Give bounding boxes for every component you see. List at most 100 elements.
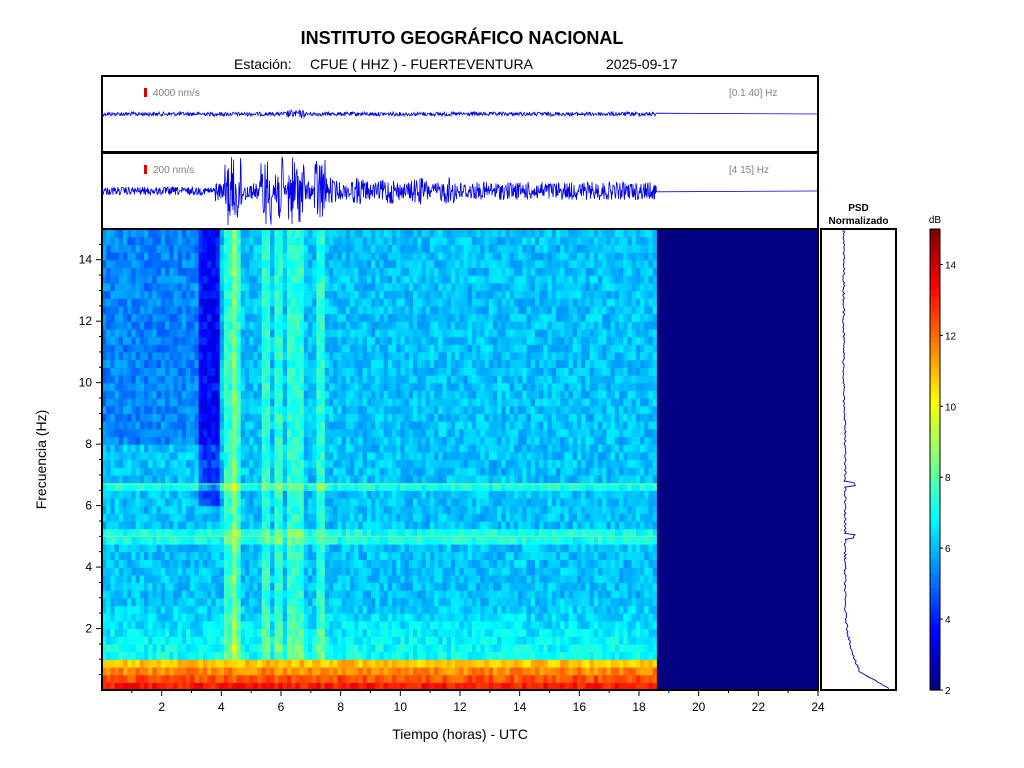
spectrogram-cell — [118, 374, 124, 384]
spectrogram-cell — [333, 528, 339, 537]
spectrogram-cell — [139, 344, 145, 353]
spectrogram-cell — [366, 275, 372, 284]
spectrogram-cell — [173, 620, 179, 630]
spectrogram-cell — [337, 582, 343, 591]
spectrogram-cell — [383, 620, 389, 630]
spectrogram-cell — [244, 359, 250, 368]
spectrogram-cell — [194, 497, 200, 507]
spectrogram-cell — [156, 582, 162, 591]
spectrogram-cell — [135, 574, 141, 584]
spectrogram-cell — [198, 444, 204, 453]
spectrogram-cell — [118, 405, 124, 414]
spectrogram-cell — [139, 536, 145, 545]
spectrogram-cell — [131, 398, 137, 407]
spectrogram-cell — [316, 467, 322, 476]
spectrogram-cell — [202, 252, 208, 261]
spectrogram-cell — [413, 505, 418, 514]
spectrogram-cell — [148, 459, 154, 468]
spectrogram-cell — [387, 520, 393, 530]
spectrogram-cell — [144, 252, 149, 261]
spectrogram-cell — [286, 259, 292, 269]
spectrogram-cell — [165, 298, 170, 307]
spectrogram-cell — [387, 536, 393, 545]
spectrogram-cell — [303, 321, 309, 330]
spectrogram-cell — [131, 344, 137, 353]
spectrogram-cell — [375, 413, 381, 422]
spectrogram-cell — [261, 436, 267, 445]
spectrogram-cell — [173, 505, 179, 514]
spectrogram-cell — [429, 298, 435, 307]
spectrogram-cell — [236, 344, 242, 353]
spectrogram-cell — [371, 597, 376, 607]
spectrogram-cell — [194, 344, 200, 353]
spectrogram-cell — [291, 636, 296, 645]
spectrogram-cell — [421, 413, 427, 422]
spectrogram-cell — [362, 305, 368, 315]
spectrogram-cell — [434, 605, 439, 614]
spectrogram-cell — [333, 467, 339, 476]
spectrogram-cell — [366, 613, 372, 622]
spectrogram-cell — [408, 390, 414, 399]
spectrogram-cell — [236, 590, 242, 599]
spectrogram-cell — [173, 659, 179, 668]
spectrogram-cell — [396, 436, 402, 445]
spectrogram-cell — [392, 229, 397, 238]
spectrogram-cell — [207, 451, 212, 461]
spectrogram-cell — [102, 520, 107, 530]
spectrogram-cell — [240, 597, 246, 607]
spectrogram-cell — [434, 474, 439, 484]
spectrogram-cell — [307, 674, 313, 683]
spectrogram-cell — [333, 551, 339, 560]
spectrogram-cell — [190, 290, 196, 299]
spectrogram-cell — [249, 513, 254, 522]
spectrogram-cell — [274, 567, 280, 576]
spectrogram-cell — [265, 674, 271, 683]
spectrogram-cell — [392, 643, 397, 653]
spectrogram-cell — [265, 367, 271, 376]
spectrogram-cell — [169, 651, 175, 660]
spectrogram-cell — [392, 536, 397, 545]
spectrogram-cell — [223, 567, 229, 576]
spectrogram-cell — [194, 474, 200, 484]
spectrogram-cell — [156, 536, 162, 545]
spectrogram-cell — [446, 328, 452, 338]
spectrogram-cell — [375, 282, 381, 292]
spectrogram-cell — [152, 298, 158, 307]
spectrogram-cell — [341, 436, 347, 445]
spectrogram-cell — [244, 267, 250, 276]
spectrogram-cell — [379, 666, 385, 676]
spectrogram-cell — [387, 451, 393, 461]
spectrogram-cell — [270, 374, 275, 384]
spectrogram-cell — [190, 674, 196, 683]
spectrogram-cell — [286, 520, 292, 530]
spectrogram-cell — [333, 620, 339, 630]
spectrogram-cell — [202, 359, 208, 368]
spectrogram-cell — [354, 374, 360, 384]
spectrogram-cell — [139, 659, 145, 668]
spectrogram-cell — [139, 428, 145, 438]
spectrogram-cell — [198, 559, 204, 568]
spectrogram-cell — [295, 544, 301, 553]
spectrogram-cell — [295, 590, 301, 599]
spectrogram-cell — [341, 682, 347, 691]
spectrogram-cell — [177, 267, 183, 276]
spectrogram-cell — [240, 482, 246, 491]
spectrogram-cell — [127, 290, 133, 299]
spectrogram-cell — [215, 651, 221, 660]
spectrogram-cell — [190, 444, 196, 453]
spectrogram-cell — [354, 682, 360, 691]
spectrogram-cell — [211, 490, 217, 499]
spectrogram-cell — [177, 643, 183, 653]
spectrogram-cell — [274, 513, 280, 522]
spectrogram-cell — [181, 405, 187, 414]
spectrogram-cell — [177, 275, 183, 284]
spectrogram-cell — [413, 643, 418, 653]
spectrogram-cell — [102, 259, 107, 269]
spectrogram-cell — [148, 444, 154, 453]
spectrogram-cell — [358, 328, 364, 338]
spectrogram-cell — [156, 574, 162, 584]
spectrogram-cell — [106, 344, 111, 353]
spectrogram-cell — [253, 252, 259, 261]
spectrogram-cell — [446, 628, 452, 637]
spectrogram-cell — [181, 643, 187, 653]
